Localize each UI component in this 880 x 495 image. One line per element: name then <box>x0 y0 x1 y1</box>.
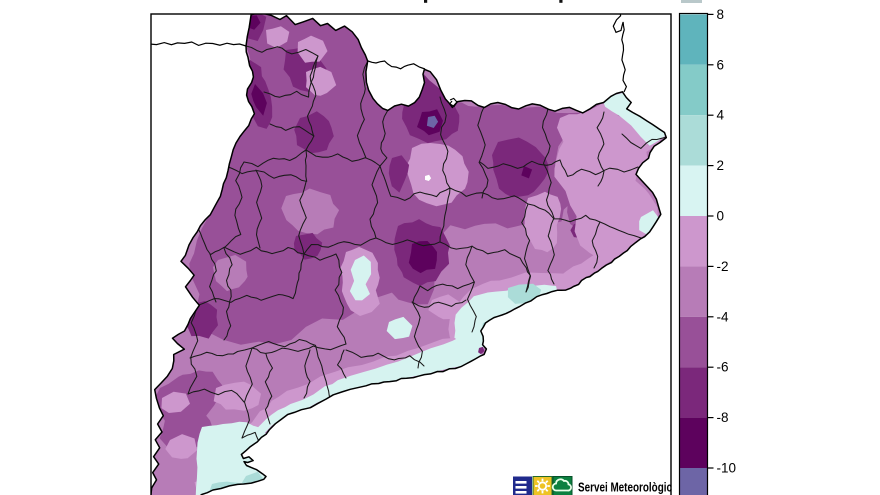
svg-text:-2: -2 <box>717 259 729 274</box>
svg-text:-8: -8 <box>717 410 729 425</box>
svg-text:-4: -4 <box>717 309 729 324</box>
svg-text:2: 2 <box>717 158 725 173</box>
svg-text:-10: -10 <box>717 461 737 476</box>
svg-text:4: 4 <box>717 108 725 123</box>
svg-text:-6: -6 <box>717 360 729 375</box>
svg-text:Servei Meteorològic: Servei Meteorològic <box>578 481 672 495</box>
svg-text:0: 0 <box>717 209 725 224</box>
svg-text:6: 6 <box>717 57 725 72</box>
svg-text:8: 8 <box>717 7 725 22</box>
